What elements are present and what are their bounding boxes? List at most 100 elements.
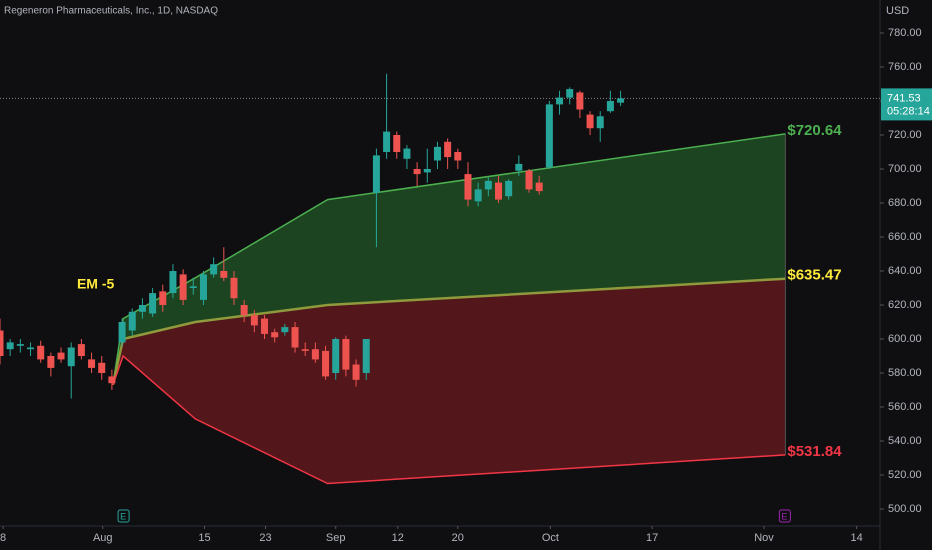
candle-body — [27, 347, 35, 350]
candle-body — [77, 344, 85, 357]
chart-title: Regeneron Pharmaceuticals, Inc., 1D, NAS… — [4, 6, 218, 17]
candle-body — [596, 116, 604, 129]
y-tick-label: 620.00 — [888, 299, 922, 311]
candle-body — [545, 104, 553, 168]
y-tick-label: 640.00 — [888, 265, 922, 277]
candle-body — [199, 274, 207, 300]
candle-body — [525, 170, 533, 190]
upper-range-area — [112, 133, 786, 385]
event-marker — [778, 509, 791, 523]
x-tick-label: 14 — [850, 532, 862, 544]
candle-body — [464, 174, 472, 200]
candle-body — [403, 148, 411, 159]
candle-body — [322, 350, 330, 377]
y-tick-label: 760.00 — [888, 61, 922, 73]
candle-body — [118, 322, 126, 343]
candle-body — [535, 182, 543, 192]
last-price-label: 741.53 — [887, 92, 921, 104]
x-tick-label: 20 — [452, 532, 464, 544]
candle-body — [454, 151, 462, 161]
x-tick-label: Oct — [542, 532, 559, 544]
y-tick-label: 520.00 — [888, 469, 922, 481]
candle-body — [413, 168, 421, 175]
candle-body — [494, 182, 502, 200]
y-tick-label: 540.00 — [888, 435, 922, 447]
y-tick-label: 780.00 — [888, 27, 922, 39]
candle-body — [606, 100, 614, 112]
candle-body — [576, 92, 584, 110]
candle-body — [474, 189, 482, 202]
candle-body — [128, 311, 136, 331]
candle-body — [189, 286, 197, 289]
event-label: E — [120, 511, 126, 521]
candle-body — [240, 305, 248, 316]
y-axis-label: USD — [886, 5, 909, 17]
candle-body — [57, 352, 65, 360]
mid-range-label: $635.47 — [787, 267, 841, 284]
candle-body — [0, 330, 4, 357]
candle-body — [311, 349, 319, 360]
candle-body — [281, 327, 289, 333]
candle-body — [138, 305, 146, 312]
candle-body — [342, 339, 350, 370]
y-tick-label: 560.00 — [888, 401, 922, 413]
candle-body — [332, 339, 340, 374]
candle-body — [505, 180, 513, 197]
lower-range-label: $531.84 — [787, 443, 842, 460]
x-tick-label: Sep — [326, 532, 346, 544]
candle-body — [250, 315, 258, 326]
candle-body — [88, 359, 96, 368]
event-label: E — [781, 511, 787, 521]
candle-body — [37, 345, 45, 360]
candle-body — [372, 155, 380, 193]
candle-body — [16, 344, 24, 346]
last-price-box — [881, 88, 932, 121]
candle-body — [210, 264, 218, 275]
x-tick-label: Nov — [754, 532, 774, 544]
candle-body — [586, 114, 594, 129]
candle-body — [556, 97, 564, 105]
candle-body — [566, 89, 574, 98]
em-label: EM -5 — [77, 275, 115, 291]
candle-body — [108, 376, 116, 384]
candle-body — [393, 134, 401, 152]
y-tick-label: 700.00 — [888, 163, 922, 175]
y-tick-label: 600.00 — [888, 333, 922, 345]
candle-body — [423, 168, 431, 173]
candle-body — [67, 347, 75, 367]
candle-body — [515, 163, 523, 171]
candle-body — [261, 318, 269, 334]
candle-body — [444, 141, 452, 158]
x-tick-label: 8 — [0, 532, 6, 544]
candle-body — [301, 349, 309, 351]
candle-body — [271, 332, 279, 338]
candle-body — [98, 362, 106, 374]
candle-body — [433, 146, 441, 161]
candle-body — [149, 293, 157, 314]
x-tick-label: 23 — [259, 532, 271, 544]
y-tick-label: 680.00 — [888, 197, 922, 209]
mid-range-line — [111, 277, 786, 386]
y-tick-label: 580.00 — [888, 367, 922, 379]
y-tick-label: 500.00 — [888, 503, 922, 515]
lower-range-line — [112, 354, 786, 485]
candle-body — [47, 356, 55, 368]
candle-body — [159, 291, 167, 306]
upper-range-label: $720.64 — [787, 122, 842, 139]
candle-body — [291, 327, 299, 348]
x-tick-label: 15 — [198, 532, 210, 544]
x-tick-label: 12 — [392, 532, 404, 544]
lower-range-area — [112, 278, 786, 484]
candle-body — [6, 342, 14, 350]
countdown: 05:28:14 — [887, 105, 930, 117]
candle-body — [352, 364, 360, 380]
candle-body — [484, 180, 492, 190]
candle-body — [362, 339, 370, 374]
candle-body — [220, 271, 228, 278]
x-tick-label: Aug — [93, 532, 113, 544]
y-tick-label: 660.00 — [888, 231, 922, 243]
candle-body — [169, 271, 177, 294]
candle-body — [617, 98, 625, 103]
